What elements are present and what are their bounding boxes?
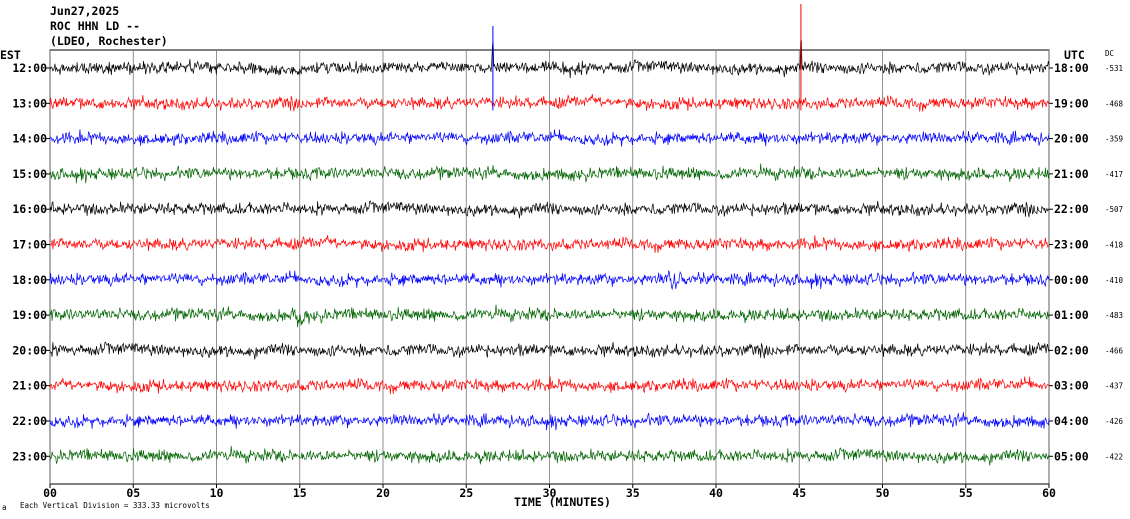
- x-tick-label: 40: [709, 486, 723, 500]
- dc-offset-label: -483: [1105, 311, 1123, 320]
- utc-hour-label: 21:00: [1054, 167, 1089, 181]
- trace-1900: [49, 304, 1049, 328]
- utc-hour-label: 19:00: [1054, 96, 1089, 110]
- utc-hour-label: 18:00: [1054, 61, 1089, 75]
- header-network: (LDEO, Rochester): [50, 34, 168, 48]
- utc-hour-label: 00:00: [1054, 273, 1089, 287]
- dc-offset-label: -468: [1105, 99, 1124, 108]
- est-hour-label: 16:00: [12, 202, 47, 216]
- trace-1300: [49, 94, 1050, 112]
- est-hour-label: 13:00: [12, 96, 47, 110]
- x-tick-label: 10: [210, 486, 224, 500]
- x-axis-label: TIME (MINUTES): [514, 495, 611, 509]
- est-hour-label: 19:00: [12, 308, 47, 322]
- est-hour-label: 12:00: [12, 61, 47, 75]
- x-tick-label: 50: [876, 486, 890, 500]
- utc-hour-label: 20:00: [1054, 132, 1089, 146]
- x-tick-label: 25: [459, 486, 473, 500]
- footer-mark: a: [2, 503, 7, 512]
- est-hour-label: 15:00: [12, 167, 47, 181]
- utc-hour-label: 04:00: [1054, 414, 1089, 428]
- utc-hour-label: 03:00: [1054, 379, 1089, 393]
- trace-1600: [49, 200, 1050, 219]
- dc-offset-label: -437: [1105, 382, 1123, 391]
- trace-2200: [49, 412, 1050, 431]
- trace-2100: [49, 376, 1050, 395]
- x-tick-label: 20: [376, 486, 390, 500]
- utc-hour-label: 22:00: [1054, 202, 1089, 216]
- utc-axis-label: UTC: [1064, 48, 1085, 62]
- x-tick-label: 60: [1042, 486, 1056, 500]
- header-station: ROC HHN LD --: [50, 19, 141, 33]
- trace-2000: [49, 341, 1050, 360]
- trace-2300: [49, 445, 1050, 466]
- trace-1200: [49, 39, 1050, 79]
- dc-offset-label: -359: [1105, 135, 1123, 144]
- header-date: Jun27,2025: [50, 4, 120, 18]
- utc-hour-label: 05:00: [1054, 449, 1089, 463]
- trace-1500: [49, 163, 1050, 184]
- utc-hour-label: 23:00: [1054, 238, 1089, 252]
- x-tick-label: 00: [43, 486, 57, 500]
- dc-label: DC: [1105, 49, 1114, 58]
- est-hour-label: 23:00: [12, 449, 47, 463]
- trace-1700: [49, 235, 1050, 253]
- footer-note: Each Vertical Division = 333.33 microvol…: [20, 501, 210, 510]
- utc-hour-label: 01:00: [1054, 308, 1089, 322]
- trace-layer: [49, 4, 1050, 466]
- grid-layer: [46, 49, 1053, 488]
- est-hour-label: 17:00: [12, 238, 47, 252]
- x-tick-label: 15: [293, 486, 307, 500]
- dc-offset-label: -531: [1105, 64, 1123, 73]
- est-hour-label: 18:00: [12, 273, 47, 287]
- trace-1800: [49, 270, 1050, 291]
- est-axis-label: EST: [0, 48, 21, 62]
- x-tick-label: 45: [792, 486, 806, 500]
- trace-1400: [49, 129, 1050, 147]
- x-tick-label: 30: [543, 486, 557, 500]
- dc-offset-label: -466: [1105, 346, 1124, 355]
- x-tick-label: 35: [626, 486, 640, 500]
- est-hour-label: 14:00: [12, 132, 47, 146]
- utc-hour-label: 02:00: [1054, 343, 1089, 357]
- est-hour-label: 22:00: [12, 414, 47, 428]
- dc-offset-label: -507: [1105, 205, 1123, 214]
- label-layer: 00 05 10 15 20 25 30 35 40 45 50 55 60 12:00 18:00 -531…: [12, 61, 1123, 500]
- x-tick-label: 55: [959, 486, 973, 500]
- dc-offset-label: -418: [1105, 241, 1124, 250]
- dc-offset-label: -426: [1105, 417, 1124, 426]
- x-tick-label: 05: [126, 486, 140, 500]
- dc-offset-label: -417: [1105, 170, 1123, 179]
- dc-offset-label: -422: [1105, 452, 1123, 461]
- dc-offset-label: -410: [1105, 276, 1124, 285]
- est-hour-label: 21:00: [12, 379, 47, 393]
- est-hour-label: 20:00: [12, 343, 47, 357]
